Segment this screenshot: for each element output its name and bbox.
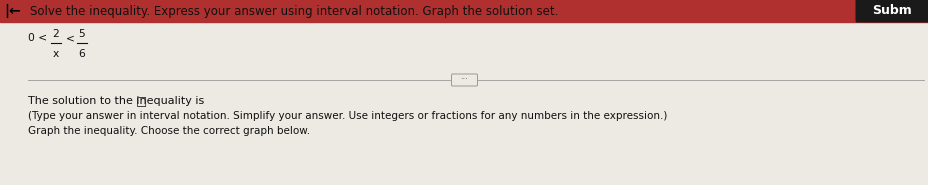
Text: <: < xyxy=(66,33,75,43)
Text: x: x xyxy=(53,49,59,59)
Bar xyxy=(0,0,928,22)
Text: 2: 2 xyxy=(53,29,59,39)
FancyBboxPatch shape xyxy=(855,0,927,23)
Text: Solve the inequality. Express your answer using interval notation. Graph the sol: Solve the inequality. Express your answe… xyxy=(30,4,558,18)
Text: □: □ xyxy=(135,95,147,108)
Text: 0 <: 0 < xyxy=(28,33,47,43)
Text: 6: 6 xyxy=(79,49,85,59)
Text: (Type your answer in interval notation. Simplify your answer. Use integers or fr: (Type your answer in interval notation. … xyxy=(28,111,666,121)
Text: Graph the inequality. Choose the correct graph below.: Graph the inequality. Choose the correct… xyxy=(28,126,310,136)
Text: ···: ··· xyxy=(460,75,468,85)
Text: The solution to the inequality is: The solution to the inequality is xyxy=(28,96,208,106)
FancyBboxPatch shape xyxy=(451,74,477,86)
Text: 5: 5 xyxy=(79,29,85,39)
Text: |←: |← xyxy=(4,4,20,18)
Text: Subm: Subm xyxy=(871,4,911,18)
